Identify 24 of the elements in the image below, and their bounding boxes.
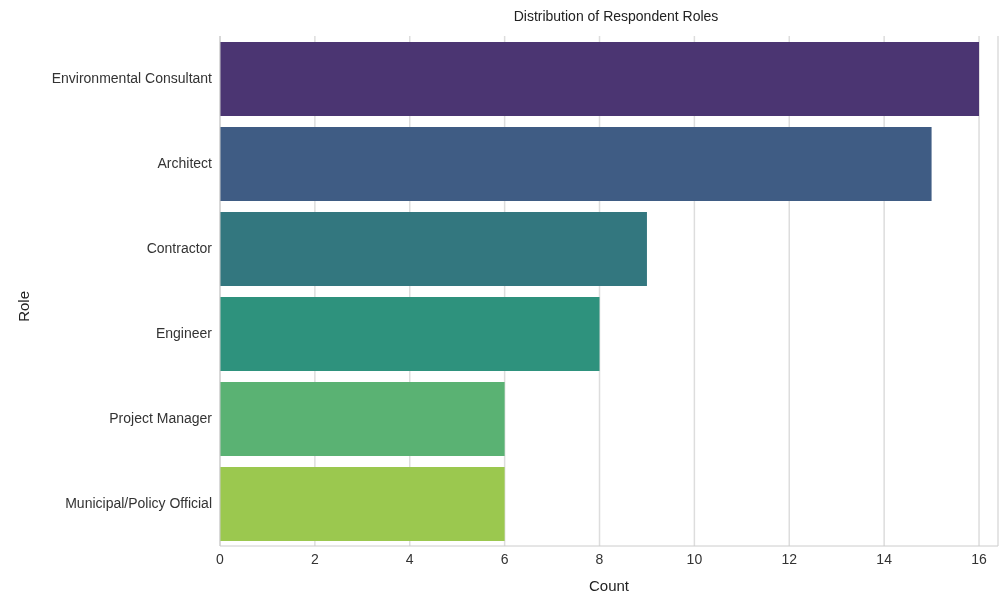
bar	[220, 42, 980, 116]
chart-title: Distribution of Respondent Roles	[512, 8, 720, 24]
y-tick-label: Municipal/Policy Official	[65, 495, 212, 512]
x-tick-label: 12	[781, 550, 798, 567]
y-tick-label: Engineer	[155, 325, 213, 342]
x-tick-label: 0	[216, 550, 225, 567]
y-tick-label: Project Manager	[109, 410, 213, 427]
y-tick-label: Environmental Consultant	[51, 70, 213, 87]
x-tick-label: 10	[686, 550, 703, 567]
bar	[220, 297, 600, 371]
y-tick-label: Contractor	[146, 240, 213, 257]
y-tick-label: Architect	[157, 155, 213, 172]
bar	[220, 382, 505, 456]
x-tick-label: 6	[500, 550, 509, 567]
x-tick-label: 16	[971, 550, 988, 567]
x-axis-title: Count	[588, 576, 630, 594]
bar	[220, 212, 647, 286]
bar	[220, 467, 505, 541]
x-tick-label: 8	[595, 550, 604, 567]
y-axis-title: Role	[15, 291, 33, 322]
x-tick-label: 14	[876, 550, 893, 567]
x-tick-label: 4	[405, 550, 414, 567]
x-tick-label: 2	[310, 550, 319, 567]
bar	[220, 127, 932, 201]
